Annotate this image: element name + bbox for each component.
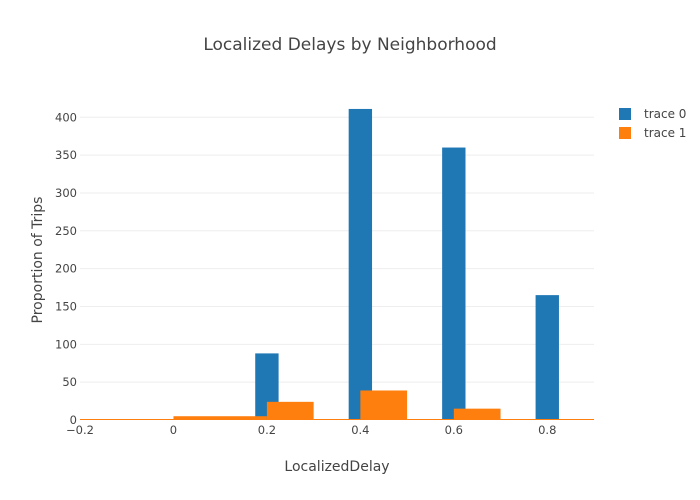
bar[interactable]	[535, 295, 559, 420]
y-tick-label: 100	[55, 337, 77, 351]
y-tick-label: 50	[62, 375, 77, 389]
y-tick-label: 250	[55, 224, 77, 238]
bar[interactable]	[360, 390, 408, 420]
y-tick-label: 200	[55, 262, 77, 276]
x-tick-label: 0.2	[258, 423, 276, 437]
bar[interactable]	[80, 419, 174, 420]
y-axis-ticks: 0 50 100 150 200 250 300 350 400	[55, 110, 77, 427]
bar[interactable]	[313, 419, 361, 420]
bar[interactable]	[453, 408, 501, 420]
legend-swatch	[619, 127, 631, 139]
bar[interactable]	[348, 108, 373, 420]
bar[interactable]	[500, 419, 594, 420]
legend-label: trace 0	[644, 107, 686, 121]
y-tick-label: 0	[70, 413, 77, 427]
x-tick-label: −0.2	[66, 423, 94, 437]
legend-label: trace 1	[644, 126, 686, 140]
series-0	[255, 108, 559, 420]
x-tick-label: 0	[170, 423, 177, 437]
x-tick-label: 0.4	[351, 423, 369, 437]
y-tick-label: 150	[55, 299, 77, 313]
y-tick-label: 400	[55, 110, 77, 124]
y-tick-label: 350	[55, 148, 77, 162]
chart-title: Localized Delays by Neighborhood	[203, 35, 496, 55]
series-1	[80, 390, 594, 420]
plot-area	[80, 108, 594, 420]
y-tick-label: 300	[55, 186, 77, 200]
x-tick-label: 0.8	[538, 423, 556, 437]
legend[interactable]: trace 0 trace 1	[619, 107, 686, 140]
bar[interactable]	[407, 419, 454, 420]
x-tick-label: 0.6	[445, 423, 463, 437]
legend-swatch	[619, 108, 631, 120]
legend-item[interactable]: trace 0	[619, 107, 686, 121]
y-axis-title: Proportion of Trips	[30, 197, 46, 324]
bar[interactable]	[173, 416, 267, 420]
x-axis-ticks: −0.2 0 0.2 0.4 0.6 0.8	[66, 423, 556, 437]
bar[interactable]	[266, 401, 314, 420]
bar[interactable]	[442, 147, 466, 420]
legend-item[interactable]: trace 1	[619, 126, 686, 140]
gridlines	[80, 116, 594, 383]
x-axis-title: LocalizedDelay	[284, 459, 389, 475]
